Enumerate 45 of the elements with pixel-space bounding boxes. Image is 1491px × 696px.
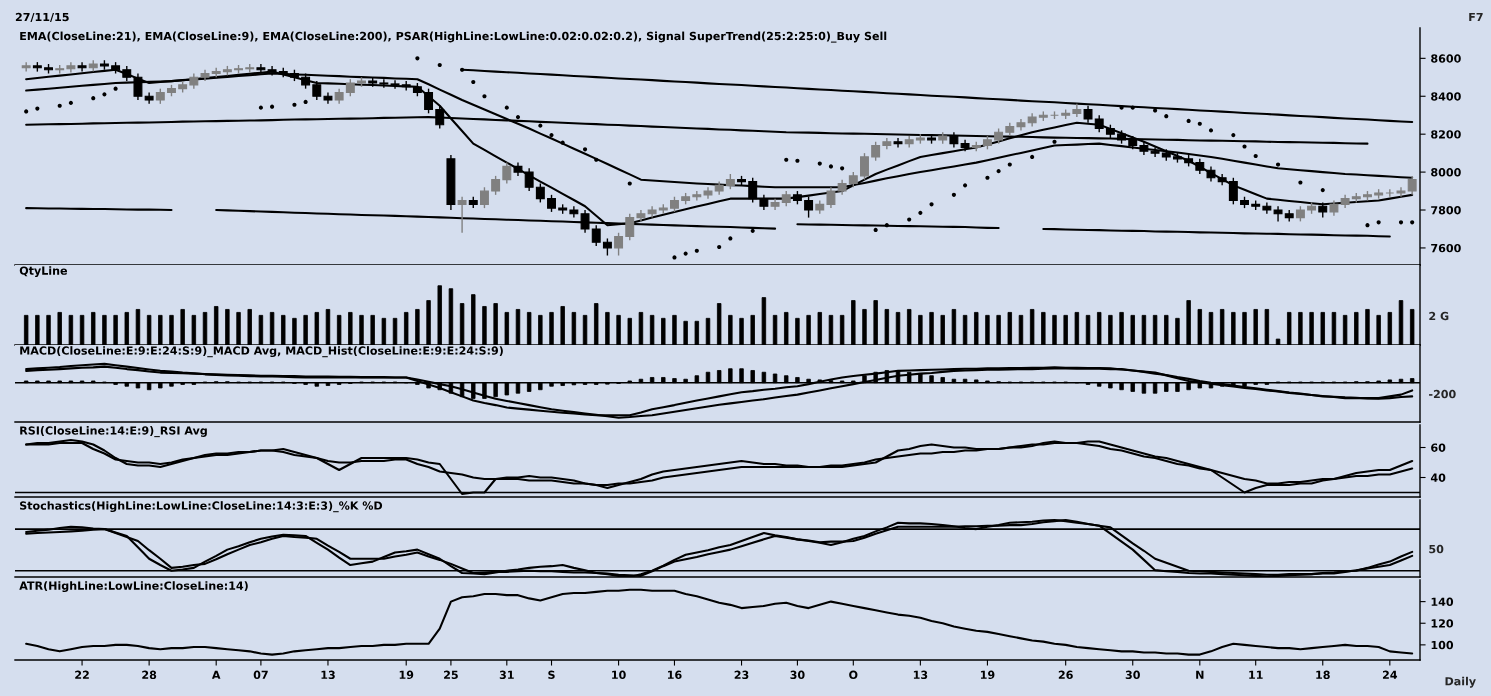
chart-title: Stochastics(HighLine:LowLine:CloseLine:14:3:E:3)_%K %D xyxy=(20,501,383,513)
x-tick-label: 16 xyxy=(667,670,682,680)
x-tick-label: 11 xyxy=(1249,670,1263,679)
chart-subtitle: EMA(CloseLine:21), EMA(CloseLine:9), EMA(CloseLine:200), PSAR(HighLine:LowLine:0.02:0.02:0.2), Signal SuperTrend(25:2:25:0)_Buy Sell xyxy=(20,31,887,43)
y-tick-label: 120 xyxy=(1431,619,1454,628)
y-tick-label: 100 xyxy=(1431,640,1454,650)
x-tick-label: 28 xyxy=(142,670,157,680)
text: F7 xyxy=(1469,12,1483,22)
y-tick-label: 40 xyxy=(1430,473,1446,482)
text: Daily xyxy=(1445,676,1476,688)
x-tick-label: 13 xyxy=(321,670,335,680)
y-tick-label: 140 xyxy=(1431,597,1454,606)
x-tick-label: 22 xyxy=(75,670,89,679)
text: 2 G xyxy=(1429,311,1449,321)
y-tick-label: 60 xyxy=(1431,443,1446,452)
x-tick-label: N xyxy=(1196,670,1204,679)
y-tick-label: 8400 xyxy=(1431,92,1461,101)
x-tick-label: 23 xyxy=(734,670,749,680)
x-tick-label: 13 xyxy=(913,670,928,680)
y-tick-label: 8000 xyxy=(1431,168,1461,177)
chart-title: ATR(HighLine:LowLine:CloseLine:14) xyxy=(19,581,248,593)
x-tick-label: 30 xyxy=(790,670,805,680)
chart-title: RSI(CloseLine:14:E:9)_RSI Avg xyxy=(20,426,207,438)
y-tick-label: 8600 xyxy=(1431,54,1461,63)
x-tick-label: 25 xyxy=(444,670,458,680)
x-tick-label: 19 xyxy=(399,670,414,680)
x-tick-label: 31 xyxy=(499,670,514,680)
chart-title: 27/11/15 xyxy=(15,12,69,23)
y-tick-label: 7800 xyxy=(1431,205,1461,215)
x-tick-label: 07 xyxy=(253,670,268,680)
x-tick-label: A xyxy=(211,670,221,679)
y-tick-label: 7600 xyxy=(1431,243,1461,253)
x-tick-label: S xyxy=(548,670,555,680)
x-tick-label: 26 xyxy=(1058,670,1073,680)
x-tick-label: O xyxy=(849,670,858,680)
text: -200 xyxy=(1429,389,1456,399)
x-tick-label: 10 xyxy=(612,670,626,680)
chart-title: QtyLine xyxy=(19,266,68,278)
chart-title: MACD(CloseLine:E:9:E:24:S:9)_MACD Avg, MACD_Hist(CloseLine:E:9:E:24:S:9) xyxy=(20,346,503,358)
x-tick-label: 30 xyxy=(1125,670,1140,680)
x-tick-label: 19 xyxy=(980,670,995,680)
x-tick-label: 18 xyxy=(1316,670,1330,680)
text: 50 xyxy=(1429,544,1444,554)
y-tick-label: 8200 xyxy=(1431,130,1461,139)
x-tick-label: 24 xyxy=(1382,670,1398,679)
